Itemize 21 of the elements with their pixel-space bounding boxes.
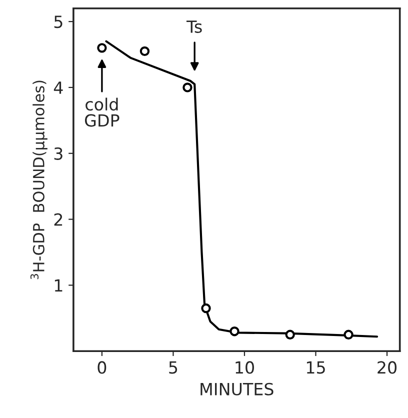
point xyxy=(97,43,107,53)
x-tick-label: 0 xyxy=(98,361,106,374)
annotation: cold GDP xyxy=(84,98,120,127)
y-axis-title: $^{3}$H-GDP BOUND(μμmoles) xyxy=(30,80,48,280)
y-tick-label: 1 xyxy=(54,279,62,292)
point xyxy=(201,303,211,314)
point xyxy=(344,330,354,340)
x-tick-label: 20 xyxy=(378,361,397,374)
point xyxy=(182,82,192,92)
x-tick-label: 5 xyxy=(169,361,178,374)
annotation: Ts xyxy=(186,20,202,33)
point xyxy=(230,326,240,336)
y-tick-label: 2 xyxy=(54,213,62,226)
point xyxy=(285,330,295,340)
x-axis-title: MINUTES xyxy=(200,382,274,396)
x-tick-label: 15 xyxy=(306,361,325,374)
x-tick-label: 10 xyxy=(236,361,254,374)
point xyxy=(140,46,150,56)
y-tick-label: 5 xyxy=(54,16,62,28)
y-tick-label: 4 xyxy=(54,82,63,94)
y-tick-label: 3 xyxy=(54,147,62,160)
